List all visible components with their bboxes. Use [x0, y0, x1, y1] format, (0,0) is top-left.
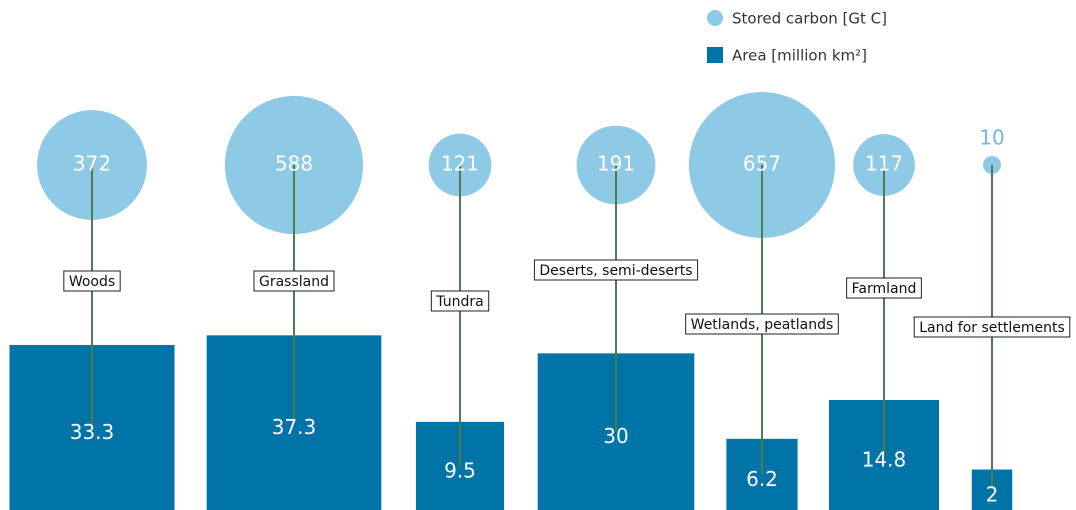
carbon-label: 121: [441, 152, 479, 176]
area-label: 33.3: [70, 420, 115, 444]
category-box: [913, 316, 1071, 338]
category-label: Woods: [69, 274, 115, 290]
category-box: [430, 290, 490, 312]
area-label: 37.3: [272, 415, 317, 439]
legend-label: Area [million km²]: [732, 47, 867, 65]
category-box: [253, 270, 335, 292]
carbon-label: 657: [743, 152, 781, 176]
category-label: Farmland: [852, 281, 917, 297]
area-label: 9.5: [444, 458, 476, 482]
carbon-label: 588: [275, 152, 313, 176]
area-label: 14.8: [862, 447, 907, 471]
legend-label: Stored carbon [Gt C]: [732, 10, 887, 28]
area-label: 6.2: [746, 467, 778, 491]
category-label: Tundra: [435, 294, 483, 310]
category-box: [63, 270, 121, 292]
category-label: Grassland: [259, 274, 329, 290]
carbon-label: 372: [73, 152, 111, 176]
area-label: 2: [986, 482, 999, 506]
carbon-label: 117: [865, 152, 903, 176]
legend-marker: [707, 10, 723, 26]
category-label: Deserts, semi-deserts: [539, 263, 692, 279]
category-box: [533, 259, 699, 281]
category-box: [846, 277, 922, 299]
category-label: Land for settlements: [919, 320, 1065, 336]
area-label: 30: [603, 424, 628, 448]
carbon-label: 10: [979, 125, 1004, 149]
legend-marker: [707, 47, 723, 63]
category-box: [685, 313, 839, 335]
carbon-label: 191: [597, 152, 635, 176]
category-label: Wetlands, peatlands: [691, 317, 834, 333]
